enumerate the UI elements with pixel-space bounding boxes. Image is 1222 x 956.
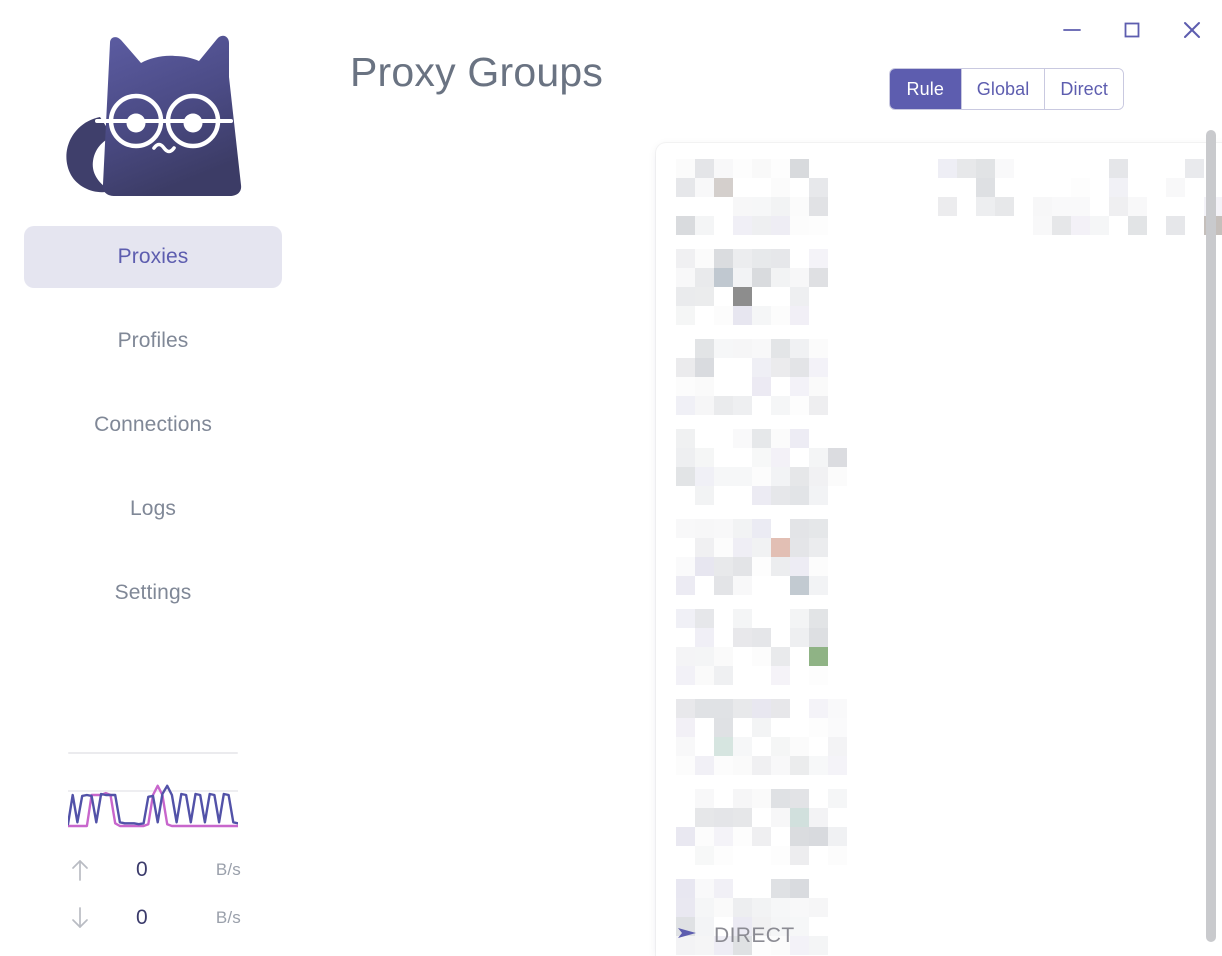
- vertical-scrollbar[interactable]: [1206, 126, 1216, 950]
- redacted-group-name: [676, 243, 1222, 333]
- main-content: Proxy Groups Rule Global Direct DIRECT: [306, 0, 1222, 956]
- sidebar-item-proxies[interactable]: Proxies: [24, 226, 282, 288]
- sidebar-item-label: Connections: [94, 413, 212, 436]
- proxy-group-list-inner: [656, 143, 1222, 956]
- sidebar-item-label: Profiles: [117, 329, 189, 352]
- sidebar-item-connections[interactable]: Connections: [24, 394, 282, 456]
- traffic-panel: 0 B/s 0 B/s: [0, 752, 306, 956]
- redacted-group-name: [676, 153, 1222, 243]
- proxy-group-row[interactable]: [656, 603, 1222, 693]
- proxy-group-row[interactable]: [656, 423, 1222, 513]
- mode-button-direct[interactable]: Direct: [1045, 69, 1123, 109]
- minimize-button[interactable]: [1042, 0, 1102, 60]
- close-button[interactable]: [1162, 0, 1222, 60]
- mode-button-global[interactable]: Global: [961, 69, 1046, 109]
- sidebar-nav: Proxies Profiles Connections Logs Settin…: [0, 226, 306, 646]
- window-controls: [1042, 0, 1222, 60]
- arrow-up-icon: [65, 857, 95, 883]
- upload-speed-value: 0: [136, 858, 148, 881]
- send-arrow-icon: [676, 923, 700, 948]
- sidebar: Proxies Profiles Connections Logs Settin…: [0, 0, 306, 956]
- download-speed-row: 0 B/s: [63, 894, 243, 942]
- proxy-mode-switcher: Rule Global Direct: [888, 68, 1124, 110]
- sidebar-item-settings[interactable]: Settings: [24, 562, 282, 624]
- redacted-group-name: [676, 693, 1222, 783]
- proxy-group-row[interactable]: [656, 693, 1222, 783]
- redacted-group-name: [676, 873, 1222, 956]
- sidebar-item-profiles[interactable]: Profiles: [24, 310, 282, 372]
- maximize-button[interactable]: [1102, 0, 1162, 60]
- download-speed-unit: B/s: [215, 908, 241, 927]
- proxy-group-row[interactable]: [656, 333, 1222, 423]
- upload-speed-row: 0 B/s: [63, 846, 243, 894]
- arrow-down-icon: [65, 905, 95, 931]
- scrollbar-thumb[interactable]: [1206, 130, 1216, 942]
- traffic-sparkline: [68, 778, 238, 830]
- redacted-group-name: [676, 603, 1222, 693]
- sidebar-item-logs[interactable]: Logs: [24, 478, 282, 540]
- download-speed-value: 0: [136, 906, 148, 929]
- sidebar-item-label: Logs: [130, 497, 176, 520]
- redacted-group-name: [676, 333, 1222, 423]
- proxy-group-row[interactable]: [656, 783, 1222, 873]
- proxy-group-list: DIRECT: [656, 143, 1222, 956]
- page-header: Proxy Groups Rule Global Direct: [350, 0, 1222, 140]
- redacted-group-name: [676, 423, 1222, 513]
- sidebar-item-label: Proxies: [117, 245, 189, 268]
- proxy-group-row[interactable]: [656, 153, 1222, 243]
- upload-speed-unit: B/s: [215, 860, 241, 879]
- sidebar-item-label: Settings: [114, 581, 192, 604]
- page-title: Proxy Groups: [350, 48, 604, 95]
- mode-button-rule[interactable]: Rule: [889, 69, 962, 109]
- traffic-divider: [68, 752, 238, 754]
- redacted-group-name: [676, 783, 1222, 873]
- redacted-group-name: [676, 513, 1222, 603]
- proxy-group-row[interactable]: [656, 513, 1222, 603]
- clash-cat-logo: [48, 22, 258, 212]
- proxy-group-row[interactable]: [656, 873, 1222, 956]
- direct-proxy-entry[interactable]: DIRECT: [676, 923, 795, 948]
- direct-proxy-label: DIRECT: [714, 923, 795, 947]
- proxy-group-row[interactable]: [656, 243, 1222, 333]
